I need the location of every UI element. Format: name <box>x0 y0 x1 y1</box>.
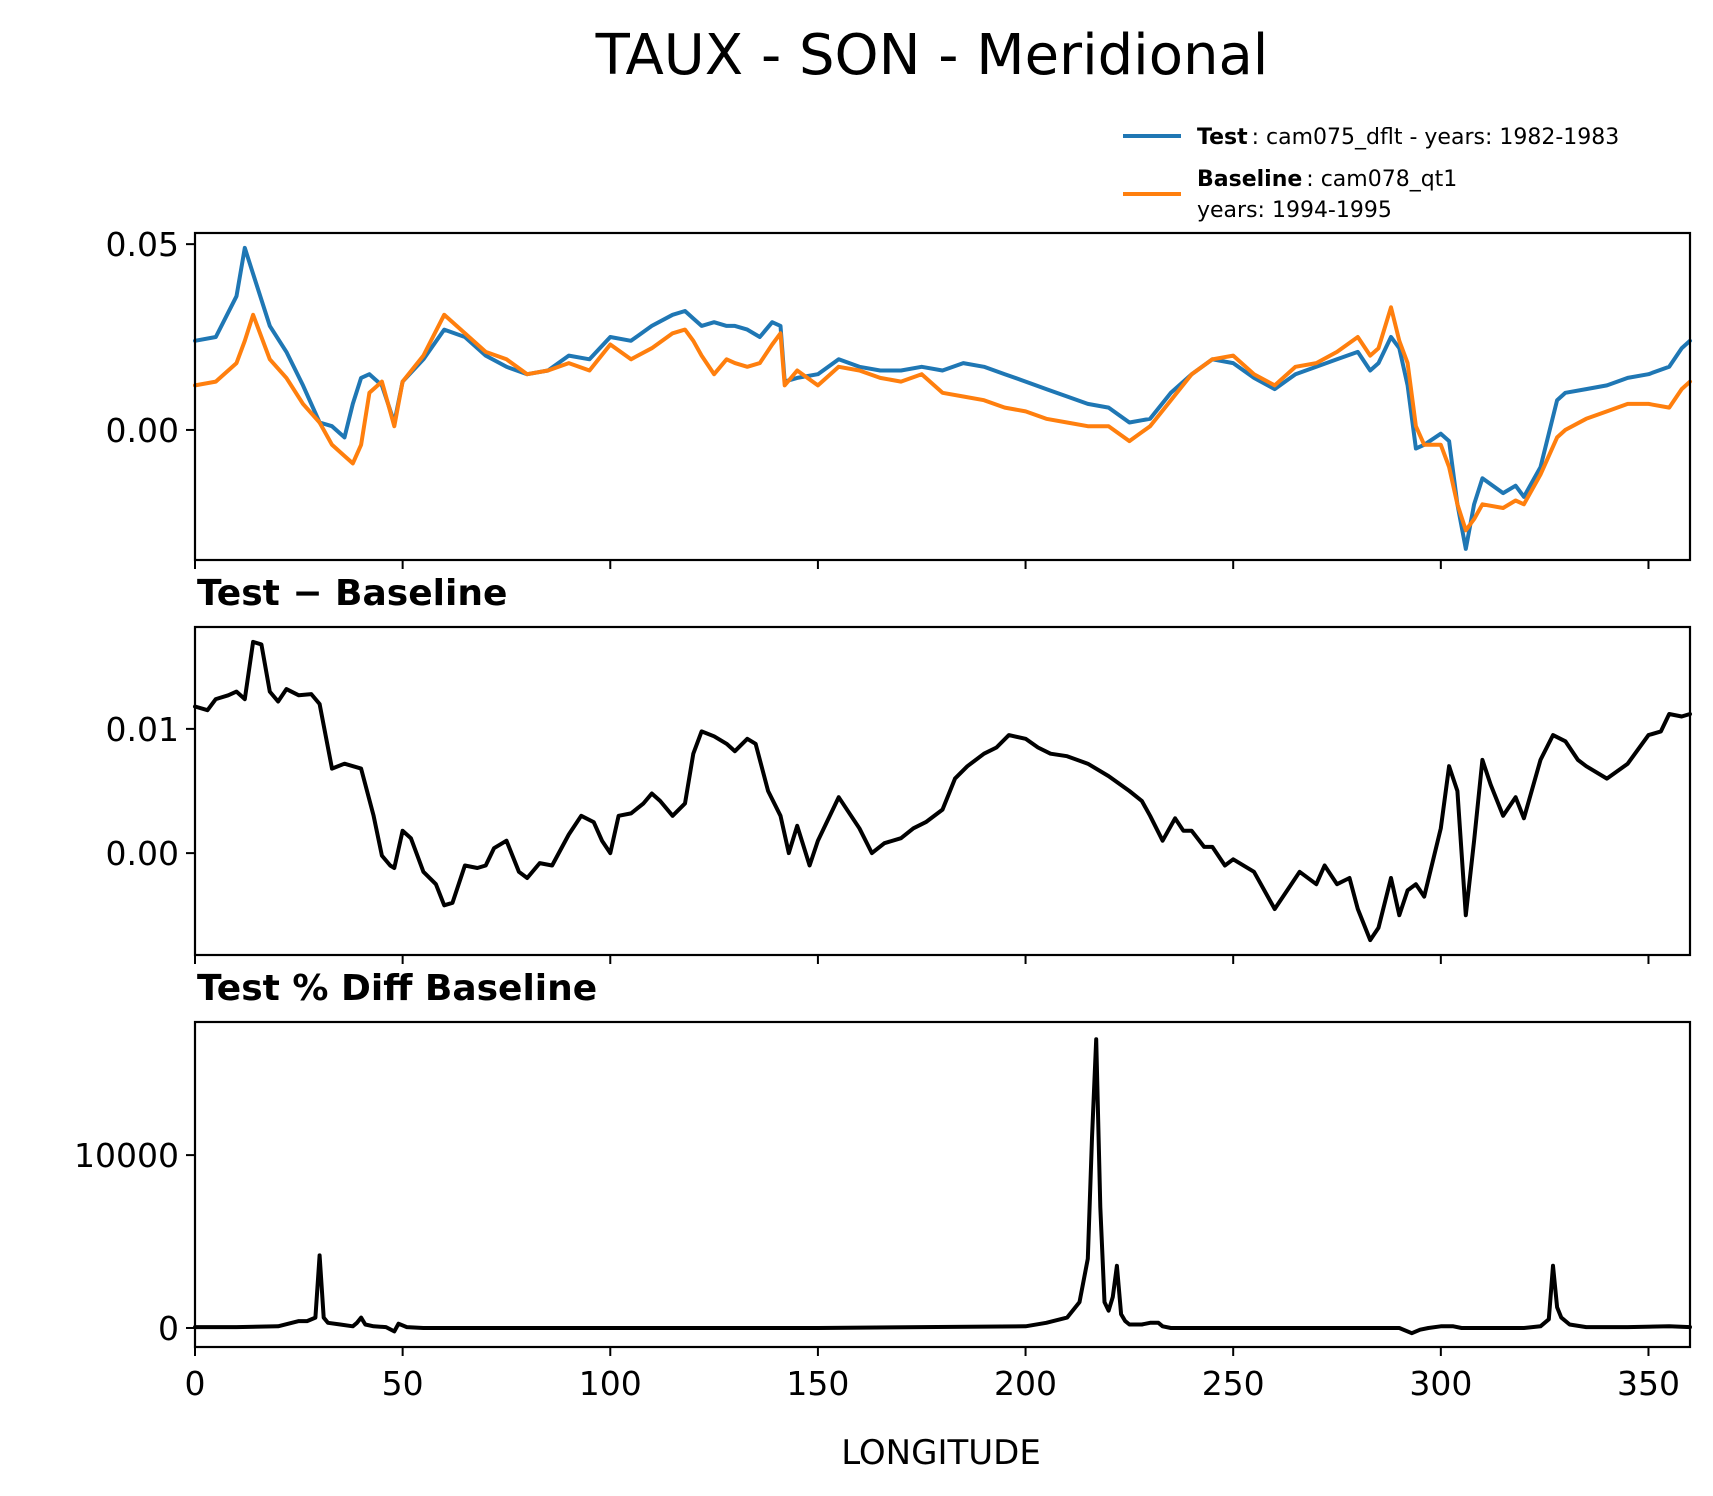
legend-bold-baseline: Baseline <box>1197 167 1302 192</box>
series-line-0-0 <box>193 245 1692 551</box>
chart-title: TAUX - SON - Meridional <box>595 23 1269 88</box>
y-tick-label-1-1: 0.01 <box>106 710 179 749</box>
legend-detail-baseline: : cam078_qt1 <box>1306 167 1457 192</box>
x-tick-label-0: 0 <box>185 1364 206 1403</box>
legend-label-test: Test: cam075_dflt - years: 1982-1983 <box>1197 125 1619 150</box>
x-tick-label-3: 150 <box>786 1364 849 1403</box>
legend: Test: cam075_dflt - years: 1982-1983 Bas… <box>1123 125 1619 223</box>
x-axis-label: LONGITUDE <box>841 1433 1041 1473</box>
panel-top: 0.00 0.05 <box>106 225 1692 569</box>
y-tick-label-0-1: 0.05 <box>106 225 179 264</box>
legend-label-baseline: Baseline: cam078_qt1 <box>1197 167 1457 192</box>
legend-label-baseline-years: years: 1994-1995 <box>1197 198 1392 223</box>
legend-detail-test: : cam075_dflt - years: 1982-1983 <box>1252 125 1620 150</box>
x-tick-label-5: 250 <box>1202 1364 1265 1403</box>
y-tick-label-0-0: 0.00 <box>106 411 179 450</box>
legend-bold-test: Test <box>1197 125 1248 150</box>
series-line-0-1 <box>193 305 1692 533</box>
panel-title-2: Test % Diff Baseline <box>197 968 597 1009</box>
y-tick-label-1-0: 0.00 <box>106 834 179 873</box>
y-tick-label-2-1: 10000 <box>74 1136 179 1175</box>
y-tick-label-2-0: 0 <box>158 1309 179 1348</box>
x-tick-label-6: 300 <box>1409 1364 1472 1403</box>
plot-frame-2 <box>193 1020 1692 1349</box>
panel-title-1: Test − Baseline <box>197 573 507 614</box>
x-tick-label-2: 100 <box>579 1364 642 1403</box>
series-line-1-0 <box>193 639 1692 943</box>
x-tick-label-7: 350 <box>1617 1364 1680 1403</box>
x-tick-label-4: 200 <box>994 1364 1057 1403</box>
plot-frame-1 <box>193 625 1692 957</box>
series-line-2-0 <box>193 1037 1692 1336</box>
x-tick-label-1: 50 <box>382 1364 424 1403</box>
panel-percent-difference: Test % Diff Baseline 0 10000 0 50 100 150 200 25… <box>74 968 1692 1403</box>
panel-difference: Test − Baseline 0.00 0.01 <box>106 573 1692 964</box>
plot-frame-0 <box>193 231 1692 562</box>
